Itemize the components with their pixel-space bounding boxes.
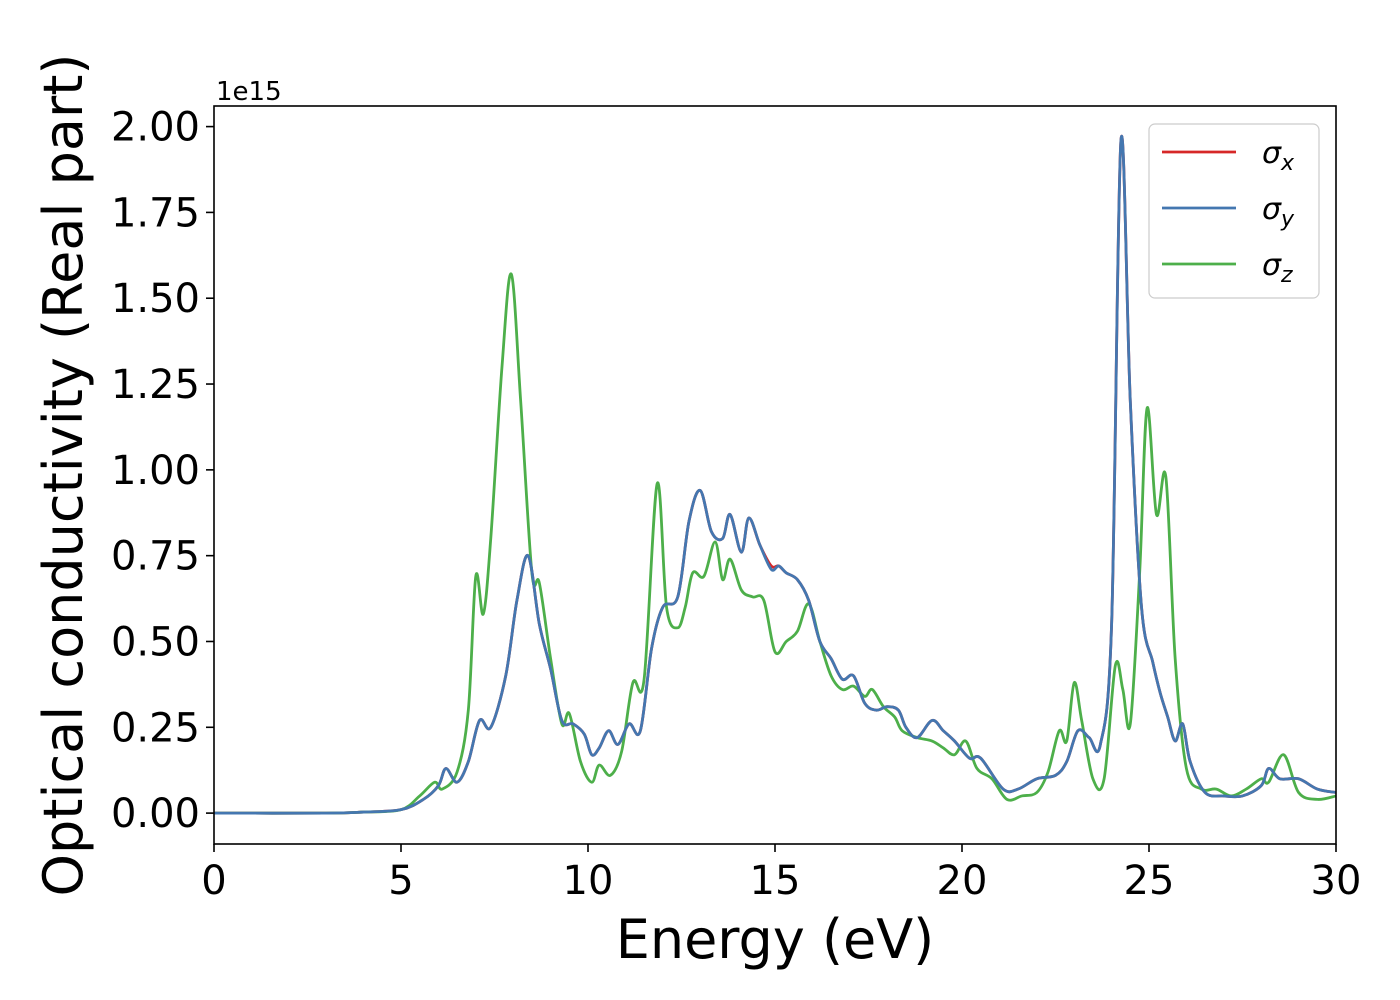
legend-label-z: σz <box>1262 248 1293 288</box>
y-tick-label: 0.25 <box>111 705 200 751</box>
legend-label-x: σx <box>1262 136 1295 176</box>
x-tick-label: 15 <box>750 858 801 904</box>
series-line-y <box>214 135 1336 815</box>
y-axis-offset-label: 1e15 <box>216 77 282 107</box>
x-tick-label: 25 <box>1124 858 1175 904</box>
legend: σx σy σz <box>1148 123 1320 299</box>
x-axis-title: Energy (eV) <box>616 908 935 971</box>
y-tick-label: 0.00 <box>111 791 200 837</box>
legend-label-y: σy <box>1262 192 1295 232</box>
y-tick-label: 1.50 <box>111 276 200 322</box>
x-tick-label: 20 <box>937 858 988 904</box>
y-tick-label: 0.75 <box>111 534 200 580</box>
legend-box <box>1148 123 1320 299</box>
y-tick-label: 1.75 <box>111 190 200 236</box>
x-tick-label: 30 <box>1311 858 1362 904</box>
x-tick-label: 10 <box>563 858 614 904</box>
x-tick-label: 5 <box>388 858 413 904</box>
x-tick-label: 0 <box>201 858 226 904</box>
y-tick-label: 1.00 <box>111 448 200 494</box>
y-tick-label: 1.25 <box>111 362 200 408</box>
y-axis-ticks: 0.00 0.25 0.50 0.75 1.00 1.25 1.50 1.75 2.00 <box>111 105 214 837</box>
y-axis-title: Optical conductivity (Real part) <box>32 54 95 897</box>
y-tick-label: 0.50 <box>111 619 200 665</box>
plot-lines <box>214 135 1336 815</box>
x-axis-ticks: 0 5 10 15 20 25 30 <box>201 844 1361 904</box>
y-tick-label: 2.00 <box>111 105 200 151</box>
